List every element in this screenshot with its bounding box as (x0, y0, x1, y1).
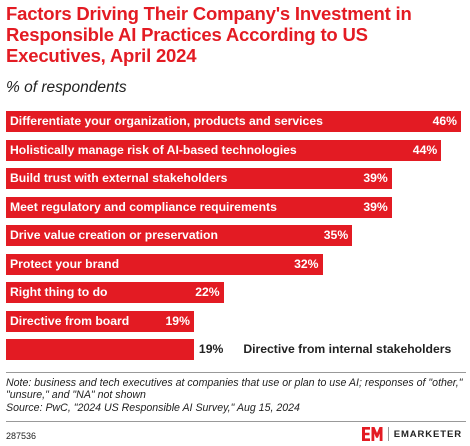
footer-divider-bottom (6, 421, 466, 422)
source-text: Source: PwC, "2024 US Responsible AI Sur… (6, 401, 300, 414)
chart-id: 287536 (6, 431, 37, 441)
bar-category-label: Differentiate your organization, product… (10, 114, 323, 128)
bar-category-label: Directive from board (10, 313, 130, 328)
bar-value-label: 46% (432, 114, 457, 128)
bar-category-label: Build trust with external stakeholders (10, 171, 228, 185)
footer-divider (6, 372, 466, 373)
bar (6, 310, 194, 332)
bar (6, 111, 461, 132)
bar-category-label: Directive from internal stakeholders (243, 342, 452, 356)
bar-category-label: Drive value creation or preservation (10, 228, 218, 242)
bar-category-label: Right thing to do (10, 285, 108, 299)
bar-value-label: 32% (294, 256, 319, 271)
brand-logo: EMARKETER (360, 426, 462, 442)
bar-value-label: 19% (198, 342, 224, 356)
bar-value-label: 19% (165, 313, 190, 328)
bar-category-label: Meet regulatory and compliance requireme… (10, 199, 277, 214)
bar (6, 253, 323, 275)
brand-name: EMARKETER (393, 428, 462, 440)
bar (6, 196, 392, 218)
bar-value-label: 22% (195, 285, 220, 299)
bar (6, 339, 194, 360)
bar-category-label: Holistically manage risk of AI-based tec… (10, 142, 297, 157)
bar-value-label: 39% (363, 199, 388, 214)
bar (6, 139, 442, 161)
note-text: Note: business and tech executives at co… (6, 377, 463, 402)
bar-chart: Differentiate your organization, product… (6, 111, 466, 371)
emarketer-logo-icon (360, 426, 383, 442)
chart-notes: Note: business and tech executives at co… (6, 377, 466, 414)
bar-value-label: 39% (363, 171, 388, 185)
bar (6, 225, 353, 246)
chart-subtitle: % of respondents (6, 79, 127, 96)
brand-separator (387, 427, 389, 441)
bar-category-label: Protect your brand (10, 256, 120, 271)
bar-value-label: 44% (412, 142, 438, 157)
bar (6, 282, 224, 303)
bar-value-label: 35% (323, 228, 349, 242)
bar (6, 168, 392, 189)
chart-title: Factors Driving Their Company's Investme… (6, 3, 412, 66)
